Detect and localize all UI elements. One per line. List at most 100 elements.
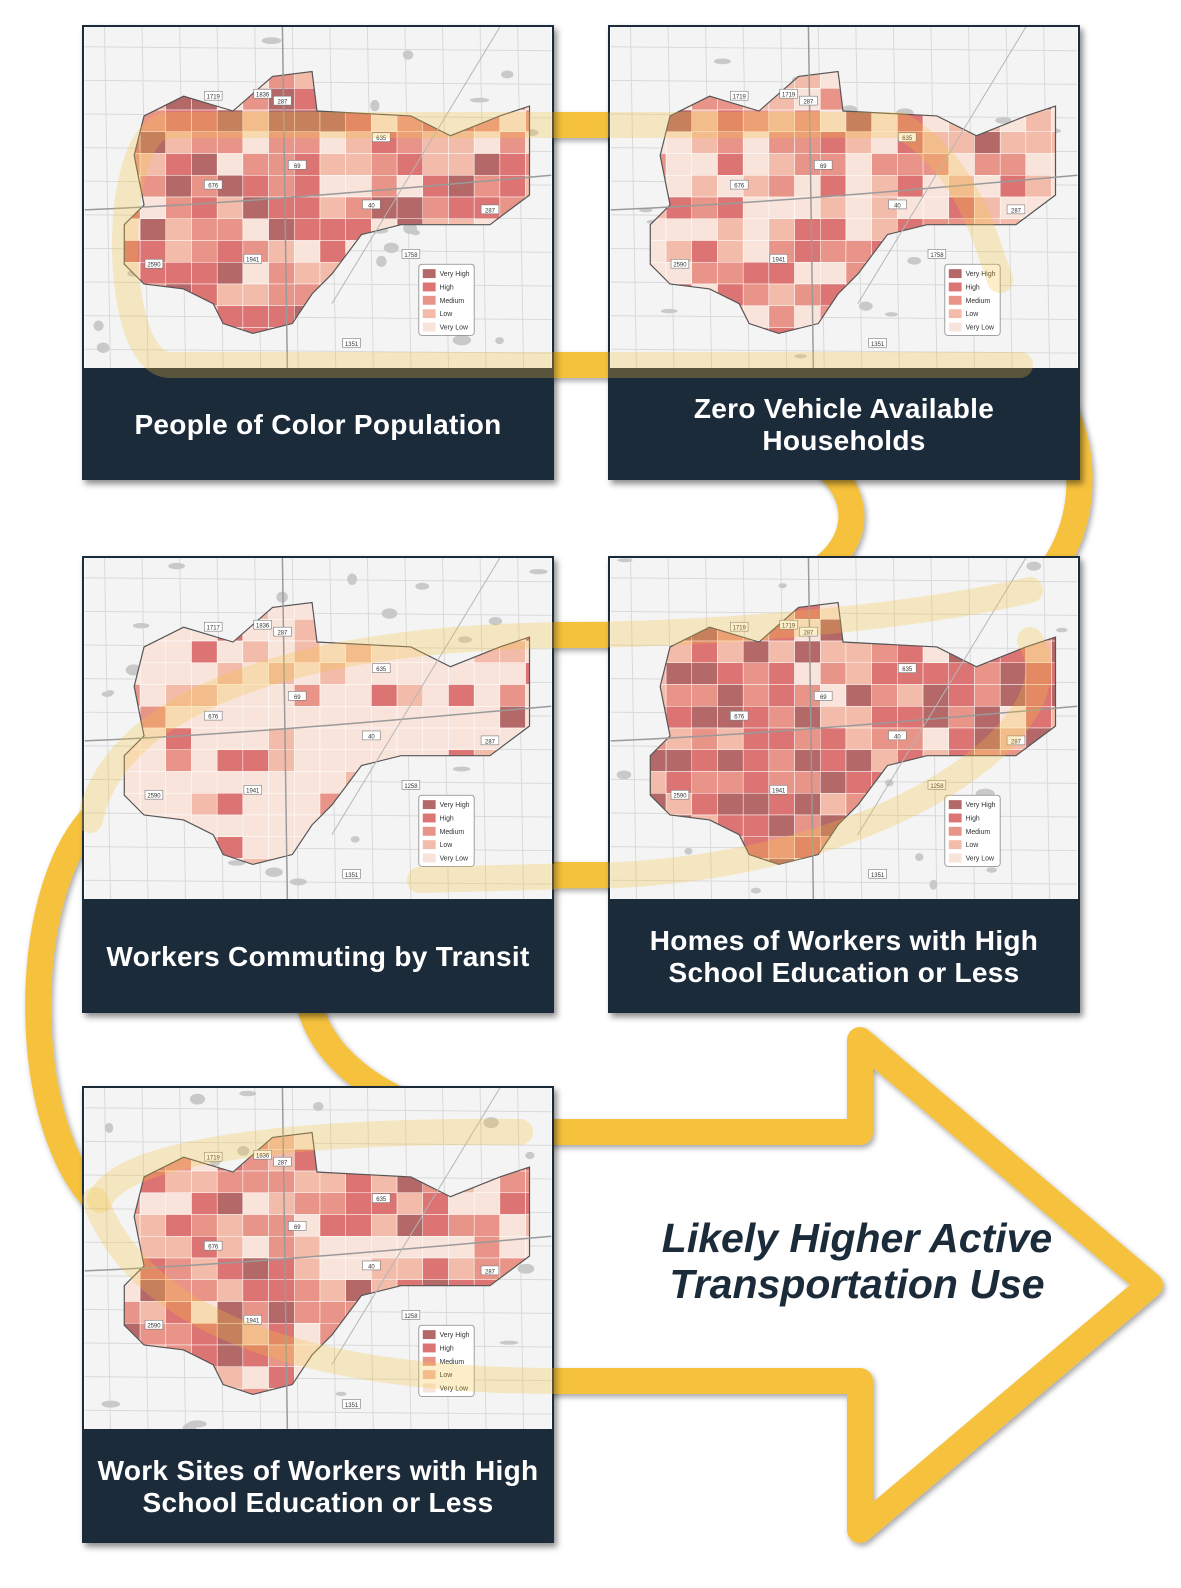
route-label: 676 [208,184,219,190]
highway-line [281,558,289,899]
tract-cell [448,684,475,707]
water-body [858,301,873,311]
tract-cell [794,218,821,241]
highway-line [857,558,1027,836]
water-body [370,100,380,112]
route-label: 2590 [673,794,687,800]
legend-label: Medium [440,829,465,836]
tract-cell [396,706,424,729]
route-shield-icon [868,338,887,348]
street-line [630,558,637,899]
tract-cell [294,131,321,154]
legend-label: High [966,284,980,291]
tract-cell [396,1214,424,1237]
tract-cell [742,749,770,772]
tract-cell [139,749,167,772]
tract-cell [139,131,167,154]
tract-cell [742,196,770,219]
tract-cell [216,1322,244,1346]
legend-swatch [422,1356,436,1366]
tract-cell [216,109,244,133]
route-shield-icon [243,785,262,795]
tract-cell [742,814,770,837]
legend-swatch [422,813,436,823]
route-label: 2590 [147,1324,161,1330]
tract-cell [691,131,718,154]
tract-cell [191,749,218,772]
tract-cell [820,749,847,772]
water-body [96,342,110,353]
caption-zero-vehicle: Zero Vehicle Available Households [608,370,1080,480]
route-shield-icon [888,730,907,741]
legend-swatch [422,853,436,863]
tract-cell [525,1236,530,1259]
tract-cell [345,662,372,685]
legend-label: Low [966,311,979,318]
city-boundary [649,601,1057,866]
map-worksites-hs: 1719 1836 287 635 676 69 40 287 1258 1941 2590 1351… [82,1086,554,1431]
tract-cell [691,218,718,241]
tract-cell [165,1322,192,1346]
tract-cell [499,131,526,154]
legend-label: Very High [440,1332,470,1339]
legend-swatch [948,309,962,319]
tract-cell [165,240,192,263]
tract-cell [242,858,269,865]
tract-cell [371,153,398,176]
tract-cell [345,175,372,198]
tract-cell [165,662,192,685]
tract-cell [768,283,795,306]
highway-line [281,27,289,368]
route-shield-icon [898,132,917,142]
tract-cell [294,662,321,685]
tract-cell [294,771,321,794]
legend-swatch [422,282,436,292]
tract-cell [165,1170,192,1194]
tract-cell [242,1279,269,1302]
tract-cell [396,1192,424,1215]
tract-cell [319,109,346,133]
legend-swatch [422,800,436,810]
tract-cell [242,640,269,664]
tract-cell [525,153,530,176]
tract-cell [768,305,795,328]
tract-cell [319,1279,346,1302]
tract-cell [820,261,847,285]
tract-cell [742,153,770,176]
tract-cell [191,1170,218,1194]
water-body [529,568,548,575]
route-label: 40 [368,1264,375,1270]
tract-cell [268,1322,295,1346]
tract-cell [845,153,872,176]
tract-cell [216,240,244,263]
route-shield-icon [1006,735,1026,746]
tract-cell [422,153,449,176]
tract-cell [999,175,1027,198]
street-line [84,1409,552,1415]
tract-cell [948,131,975,154]
tract-cell [294,1301,321,1324]
panel-worksites-hs: 1719 1836 287 635 676 69 40 287 1258 1941 2590 1351… [82,1086,554,1543]
tract-cell [768,175,795,198]
tract-cell [1051,131,1056,154]
tract-cell [319,1192,346,1215]
tract-cell [922,706,950,729]
route-label: 1758 [404,253,418,259]
tract-cell [845,684,872,707]
tract-cell [999,662,1027,685]
legend-swatch [422,1383,436,1393]
tract-cell [845,771,872,794]
tract-cell [216,771,244,794]
tract-cell [974,727,1001,750]
route-label: 1717 [207,626,220,632]
tract-cell [396,175,424,198]
tract-cell [717,749,744,772]
route-shield-icon [243,254,262,264]
water-body [106,690,115,696]
tract-cell [371,684,398,707]
route-label: 1719 [733,626,747,632]
route-shield-icon [204,1240,223,1251]
tract-cell [165,131,192,154]
route-shield-icon [144,789,164,800]
tract-cell [345,1192,372,1215]
